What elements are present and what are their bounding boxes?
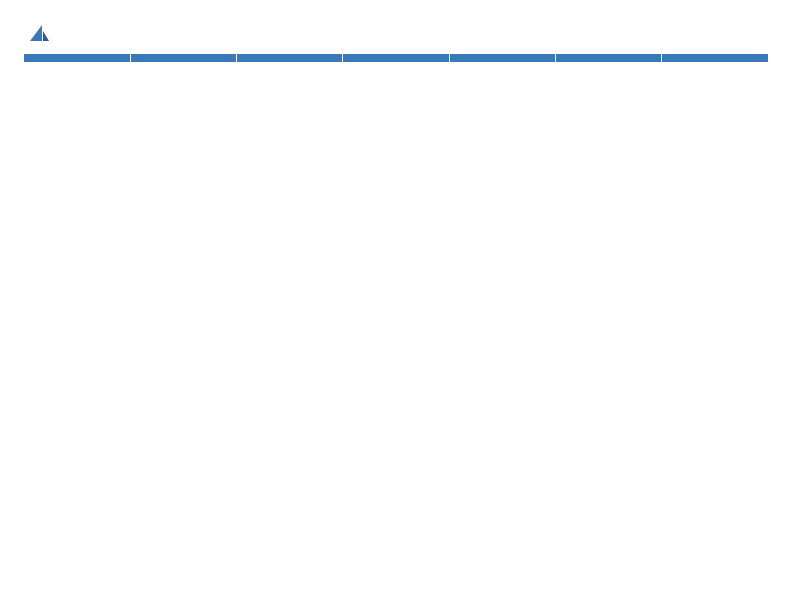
weekday-header (237, 54, 343, 62)
weekday-header (449, 54, 555, 62)
weekday-header (555, 54, 661, 62)
header (24, 16, 768, 48)
weekday-header-row (24, 54, 768, 62)
weekday-header (24, 54, 130, 62)
weekday-header (130, 54, 236, 62)
weekday-header (343, 54, 449, 62)
calendar-table (24, 54, 768, 62)
brand-sail-icon (28, 23, 50, 48)
weekday-header (662, 54, 768, 62)
